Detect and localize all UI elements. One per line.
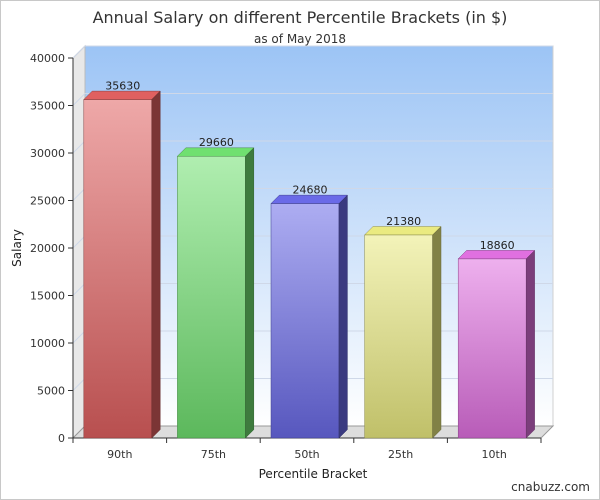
x-axis-title: Percentile Bracket — [259, 467, 368, 481]
bar-side-25th — [432, 225, 442, 439]
bar-side-90th — [151, 90, 161, 439]
y-tick-label: 10000 — [30, 337, 65, 350]
bars — [83, 90, 536, 439]
bar-10th — [457, 258, 527, 439]
x-tick-label: 10th — [482, 448, 507, 461]
gridline — [72, 45, 553, 59]
data-label: 21380 — [386, 215, 421, 228]
data-label: 24680 — [293, 184, 328, 197]
bar-90th — [83, 99, 153, 439]
chart-title: Annual Salary on different Percentile Br… — [92, 8, 508, 27]
bar-side-10th — [525, 249, 535, 439]
y-tick-label: 0 — [58, 432, 65, 445]
x-tick-label: 25th — [388, 448, 413, 461]
y-tick-label: 25000 — [30, 195, 65, 208]
chart-subtitle: as of May 2018 — [254, 32, 346, 46]
bar-25th — [364, 234, 433, 439]
x-tick-label: 75th — [201, 448, 226, 461]
x-tick-label: 50th — [294, 448, 319, 461]
data-label: 18860 — [480, 239, 515, 252]
gridline — [72, 93, 553, 106]
y-axis-title: Salary — [10, 229, 24, 267]
data-label: 35630 — [105, 80, 140, 93]
y-tick-label: 35000 — [30, 100, 65, 113]
y-tick-label: 40000 — [30, 52, 65, 65]
bar-50th — [270, 203, 340, 439]
labels: 35630 29660 24680 21380 18860 — [105, 80, 514, 252]
bar-side-75th — [245, 147, 255, 439]
y-tick-label: 5000 — [37, 385, 65, 398]
bar-side-50th — [338, 194, 348, 439]
source-credit: cnabuzz.com — [511, 480, 590, 494]
y-tick-label: 20000 — [30, 242, 65, 255]
x-tick-label: 90th — [107, 448, 132, 461]
bar-75th — [177, 155, 246, 439]
data-label: 29660 — [199, 136, 234, 149]
y-tick-label: 15000 — [30, 290, 65, 303]
y-tick-label: 30000 — [30, 147, 65, 160]
